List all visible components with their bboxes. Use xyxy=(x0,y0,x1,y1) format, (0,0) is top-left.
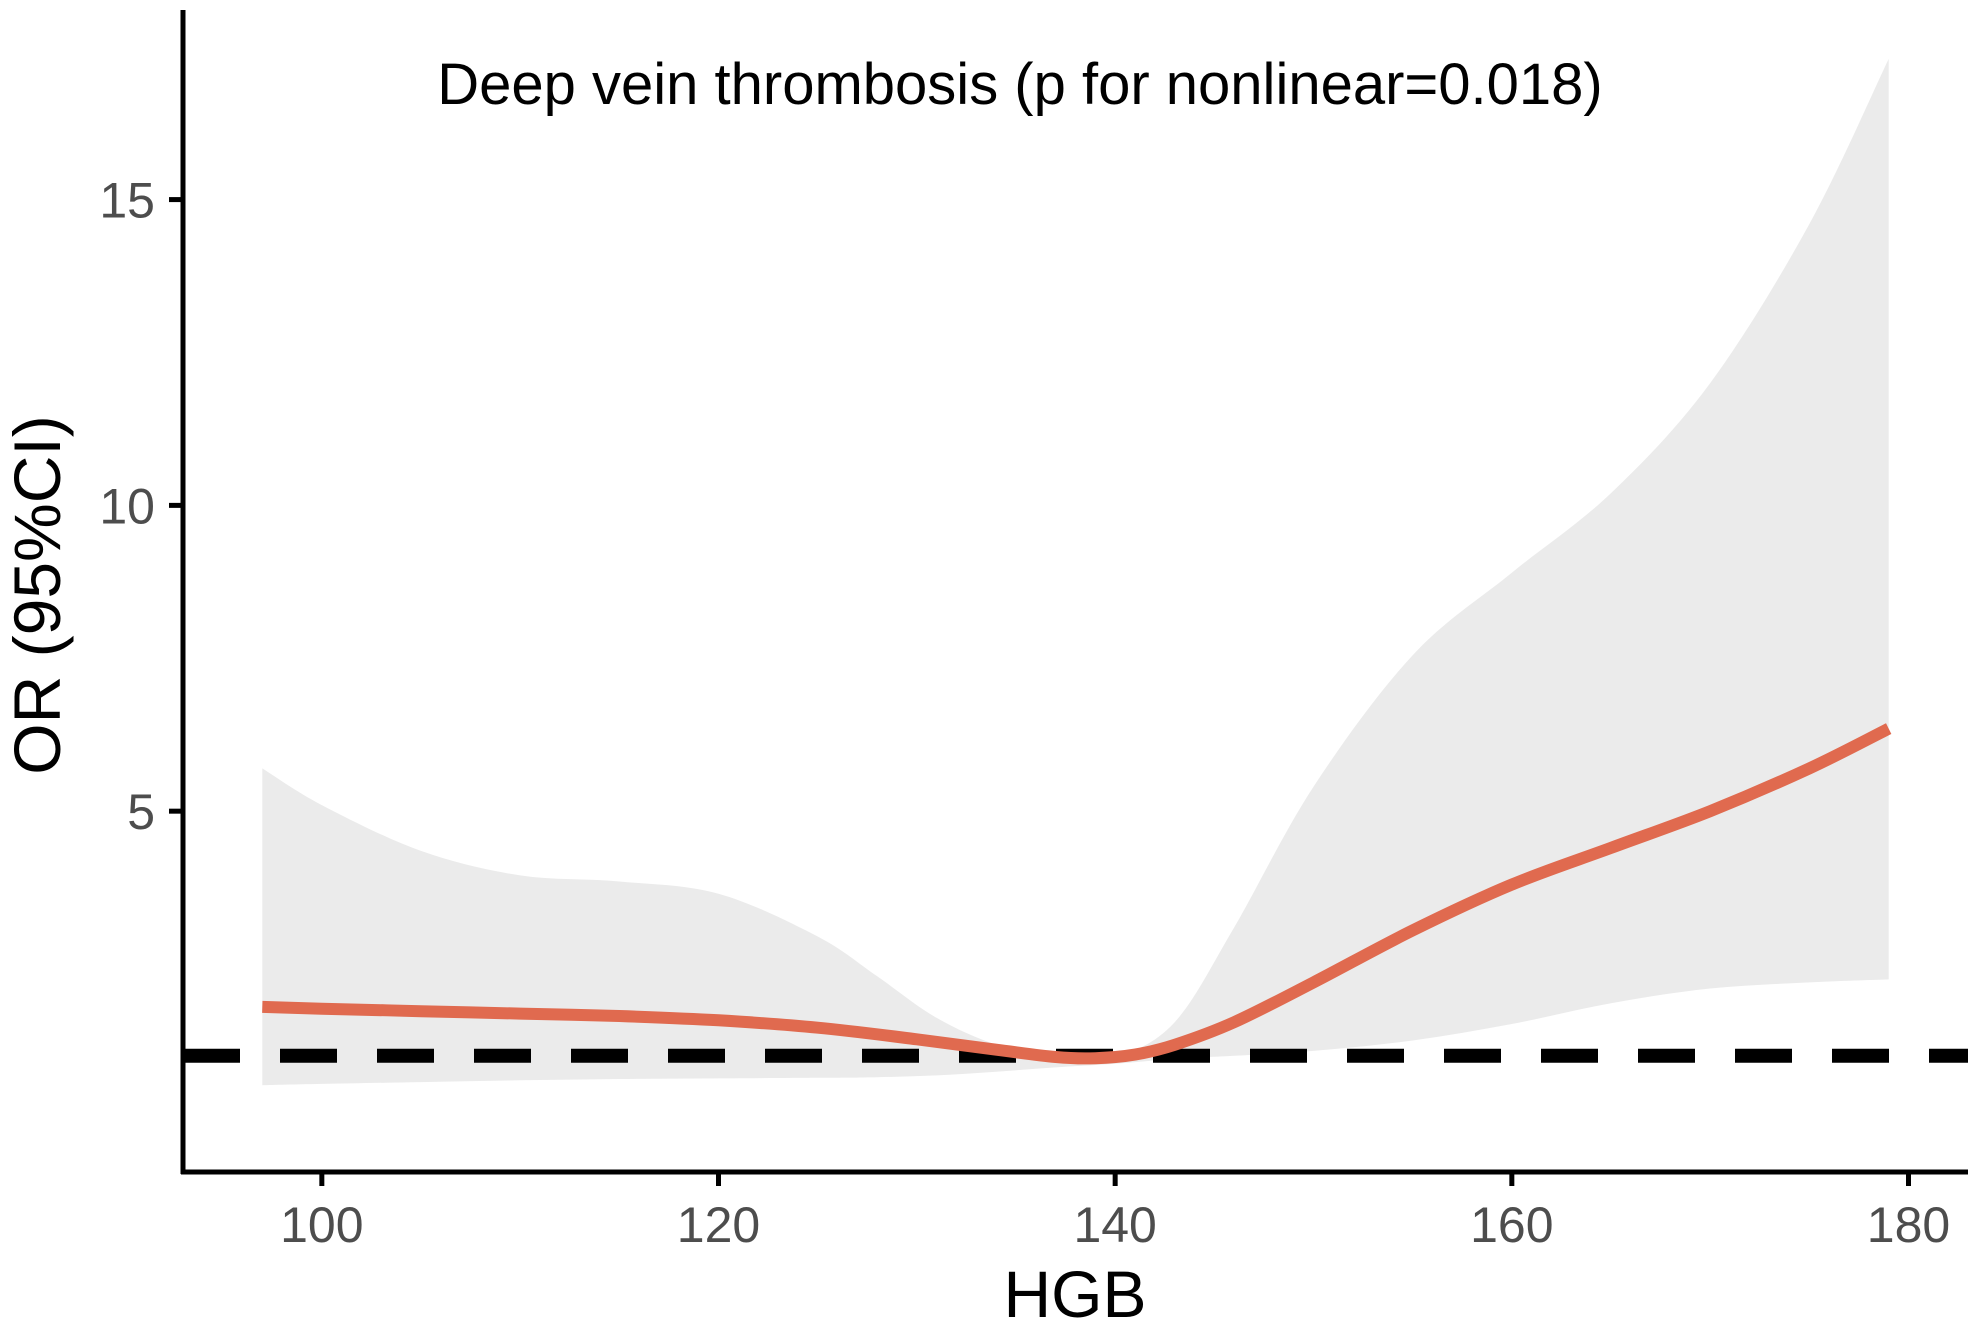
y-axis-label: OR (95%CI) xyxy=(0,415,74,774)
x-tick-label: 120 xyxy=(677,1197,760,1253)
x-tick-label: 160 xyxy=(1470,1197,1553,1253)
x-tick-label: 100 xyxy=(280,1197,363,1253)
chart-title: Deep vein thrombosis (p for nonlinear=0.… xyxy=(437,52,1603,117)
y-tick-label: 10 xyxy=(99,478,155,534)
confidence-band-layer xyxy=(262,58,1889,1086)
y-tick-label: 5 xyxy=(127,784,155,840)
x-tick-label: 180 xyxy=(1867,1197,1950,1253)
series-line-0 xyxy=(262,723,1892,1065)
axes-layer: 100 120 140 160 180 5 10 15 xyxy=(99,10,1968,1253)
series-layer xyxy=(262,723,1892,1065)
x-axis-label: HGB xyxy=(1003,1257,1146,1329)
y-tick-label: 15 xyxy=(99,173,155,229)
confidence-band xyxy=(262,58,1889,1086)
x-tick-label: 140 xyxy=(1073,1197,1156,1253)
